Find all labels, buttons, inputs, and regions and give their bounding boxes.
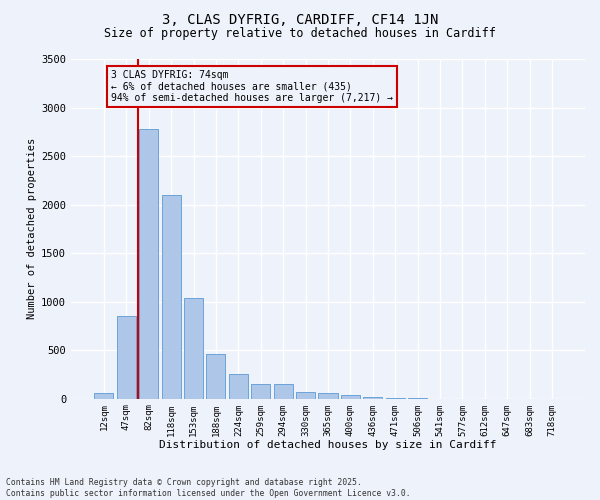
Bar — [206, 354, 226, 399]
Bar — [229, 374, 248, 398]
Y-axis label: Number of detached properties: Number of detached properties — [27, 138, 37, 320]
Bar — [341, 396, 360, 398]
Bar — [94, 393, 113, 398]
Text: Contains HM Land Registry data © Crown copyright and database right 2025.
Contai: Contains HM Land Registry data © Crown c… — [6, 478, 410, 498]
X-axis label: Distribution of detached houses by size in Cardiff: Distribution of detached houses by size … — [159, 440, 497, 450]
Bar — [296, 392, 315, 398]
Bar — [184, 298, 203, 398]
Bar — [274, 384, 293, 398]
Text: 3 CLAS DYFRIG: 74sqm
← 6% of detached houses are smaller (435)
94% of semi-detac: 3 CLAS DYFRIG: 74sqm ← 6% of detached ho… — [110, 70, 392, 103]
Bar — [251, 384, 271, 398]
Bar — [117, 316, 136, 398]
Bar — [139, 129, 158, 398]
Text: Size of property relative to detached houses in Cardiff: Size of property relative to detached ho… — [104, 28, 496, 40]
Text: 3, CLAS DYFRIG, CARDIFF, CF14 1JN: 3, CLAS DYFRIG, CARDIFF, CF14 1JN — [162, 12, 438, 26]
Bar — [319, 394, 338, 398]
Bar — [161, 195, 181, 398]
